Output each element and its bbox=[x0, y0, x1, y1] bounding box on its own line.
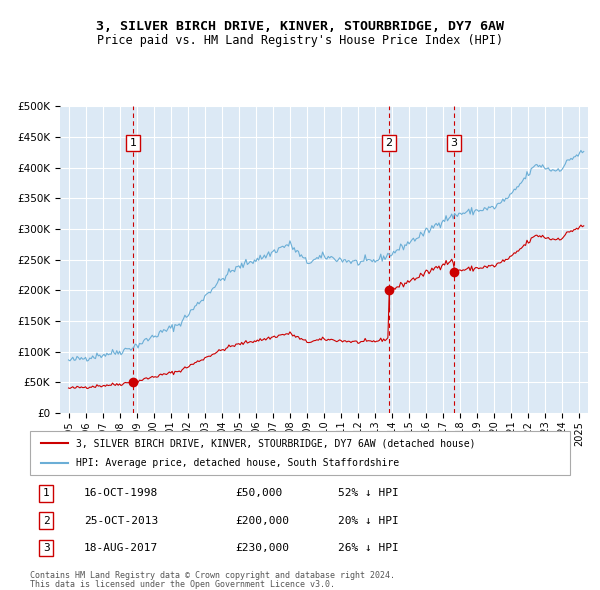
Text: 25-OCT-2013: 25-OCT-2013 bbox=[84, 516, 158, 526]
Text: 2: 2 bbox=[385, 138, 392, 148]
Text: 16-OCT-1998: 16-OCT-1998 bbox=[84, 489, 158, 499]
Text: HPI: Average price, detached house, South Staffordshire: HPI: Average price, detached house, Sout… bbox=[76, 458, 399, 467]
Text: Contains HM Land Registry data © Crown copyright and database right 2024.: Contains HM Land Registry data © Crown c… bbox=[30, 571, 395, 580]
Text: £230,000: £230,000 bbox=[235, 543, 289, 553]
Text: 18-AUG-2017: 18-AUG-2017 bbox=[84, 543, 158, 553]
Text: 26% ↓ HPI: 26% ↓ HPI bbox=[338, 543, 398, 553]
Text: £200,000: £200,000 bbox=[235, 516, 289, 526]
Text: Price paid vs. HM Land Registry's House Price Index (HPI): Price paid vs. HM Land Registry's House … bbox=[97, 34, 503, 47]
Text: 52% ↓ HPI: 52% ↓ HPI bbox=[338, 489, 398, 499]
Text: 1: 1 bbox=[130, 138, 137, 148]
Text: This data is licensed under the Open Government Licence v3.0.: This data is licensed under the Open Gov… bbox=[30, 579, 335, 589]
Text: 2: 2 bbox=[43, 516, 50, 526]
Text: 3: 3 bbox=[43, 543, 50, 553]
Text: 1: 1 bbox=[43, 489, 50, 499]
Text: 3: 3 bbox=[451, 138, 457, 148]
Text: 3, SILVER BIRCH DRIVE, KINVER, STOURBRIDGE, DY7 6AW: 3, SILVER BIRCH DRIVE, KINVER, STOURBRID… bbox=[96, 20, 504, 33]
Text: 20% ↓ HPI: 20% ↓ HPI bbox=[338, 516, 398, 526]
Text: 3, SILVER BIRCH DRIVE, KINVER, STOURBRIDGE, DY7 6AW (detached house): 3, SILVER BIRCH DRIVE, KINVER, STOURBRID… bbox=[76, 438, 475, 448]
FancyBboxPatch shape bbox=[30, 431, 570, 475]
Text: £50,000: £50,000 bbox=[235, 489, 283, 499]
